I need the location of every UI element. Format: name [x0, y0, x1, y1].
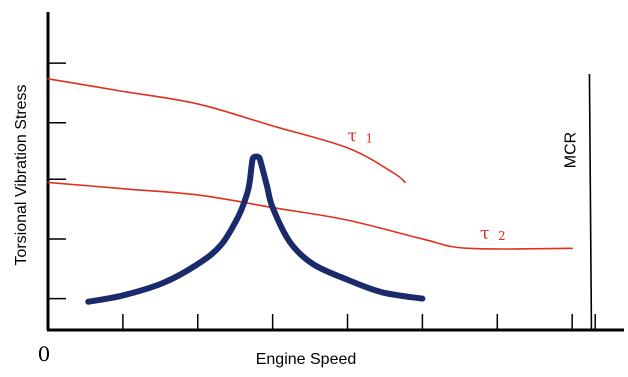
series-line-2 [47, 181, 573, 250]
series-layer [47, 73, 593, 331]
series-label-sub-2: 2 [498, 229, 506, 243]
series-label-sub-1: 1 [366, 132, 374, 146]
axes-layer [46, 12, 624, 332]
x-axis-label: Engine Speed [256, 351, 357, 368]
labels-layer: Engine Speed Torsional Vibration Stress … [13, 84, 579, 368]
series-label-2: τ [480, 224, 489, 244]
series-label-1: τ [348, 127, 357, 147]
mcr-line [588, 73, 593, 331]
origin-label: 0 [38, 342, 51, 366]
y-axis-label: Torsional Vibration Stress [13, 84, 30, 265]
resonance-curve [85, 153, 426, 305]
mcr-label: MCR [562, 132, 579, 168]
series-line-1 [47, 78, 406, 184]
